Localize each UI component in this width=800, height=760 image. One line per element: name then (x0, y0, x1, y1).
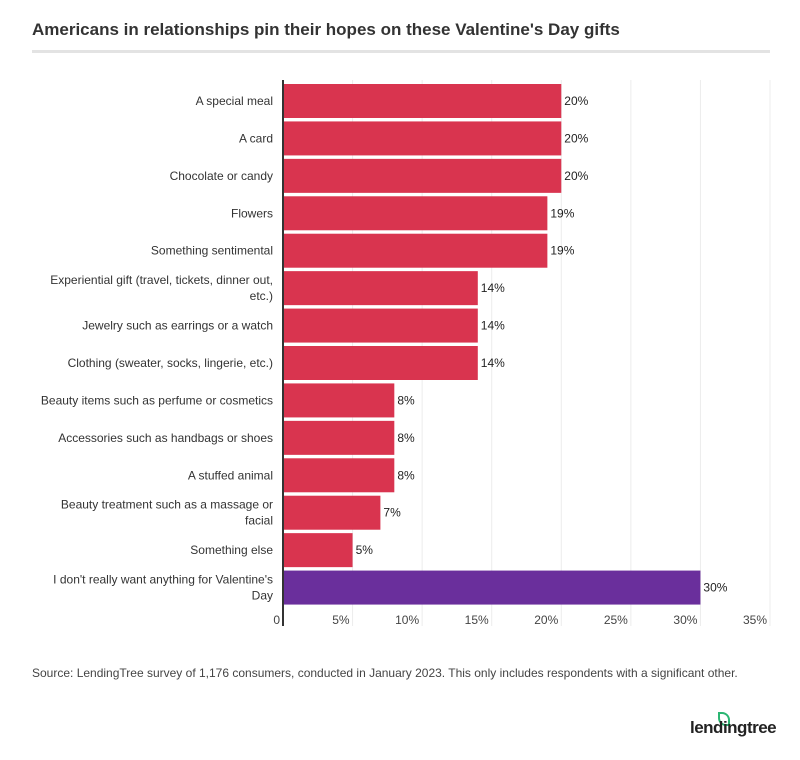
category-label: A special meal (196, 94, 273, 108)
category-label: Something sentimental (151, 244, 273, 258)
data-label: 19% (550, 206, 574, 220)
title-divider (32, 50, 770, 53)
category-label: Something else (190, 543, 273, 557)
data-label: 7% (383, 506, 401, 520)
x-tick-label: 10% (395, 613, 419, 627)
bar-chart: 0 5% 10% 15% 20% 25% 30% 35% 20% A special meal 20… (41, 80, 771, 627)
bar (283, 121, 562, 156)
category-label: Experiential gift (travel, tickets, dinn… (50, 273, 273, 287)
bar (283, 158, 562, 193)
data-label: 20% (564, 94, 588, 108)
lendingtree-logo: lendingtree (690, 718, 777, 737)
data-label: 14% (481, 281, 505, 295)
x-tick-label: 35% (743, 613, 767, 627)
leaf-icon (718, 712, 730, 726)
data-label: 8% (397, 431, 415, 445)
category-label: A stuffed animal (188, 468, 273, 482)
bar (283, 570, 701, 605)
data-label: 8% (397, 393, 415, 407)
bar (283, 271, 478, 306)
bar (283, 308, 478, 343)
category-label: Beauty items such as perfume or cosmetic… (41, 393, 273, 407)
bar (283, 233, 548, 268)
category-label: A card (239, 131, 273, 145)
category-label: I don't really want anything for Valenti… (53, 573, 273, 587)
data-label: 5% (356, 543, 374, 557)
data-label: 20% (564, 169, 588, 183)
x-tick-label: 20% (534, 613, 558, 627)
bar (283, 383, 395, 418)
data-label: 30% (703, 581, 727, 595)
x-tick-label: 5% (332, 613, 350, 627)
x-tick-label: 25% (604, 613, 628, 627)
category-label: facial (245, 514, 273, 528)
category-label: Clothing (sweater, socks, lingerie, etc.… (68, 356, 273, 370)
category-label: Beauty treatment such as a massage or (61, 498, 273, 512)
bar (283, 533, 353, 568)
category-label: Accessories such as handbags or shoes (58, 431, 273, 445)
data-label: 14% (481, 319, 505, 333)
chart-title: Americans in relationships pin their hop… (32, 20, 620, 39)
bar (283, 84, 562, 118)
bar (283, 420, 395, 455)
category-label: Day (252, 589, 273, 603)
category-label: etc.) (250, 289, 273, 303)
category-label: Jewelry such as earrings or a watch (82, 319, 273, 333)
data-label: 20% (564, 131, 588, 145)
x-tick-label: 15% (465, 613, 489, 627)
category-label: Flowers (231, 206, 273, 220)
data-label: 14% (481, 356, 505, 370)
bar (283, 458, 395, 493)
bar (283, 196, 548, 231)
bar (283, 495, 381, 530)
category-label: Chocolate or candy (170, 169, 273, 183)
bar (283, 346, 478, 380)
data-label: 19% (550, 244, 574, 258)
data-label: 8% (397, 468, 415, 482)
x-tick-label: 0 (273, 613, 280, 627)
x-tick-label: 30% (673, 613, 697, 627)
source-note: Source: LendingTree survey of 1,176 cons… (32, 666, 738, 680)
